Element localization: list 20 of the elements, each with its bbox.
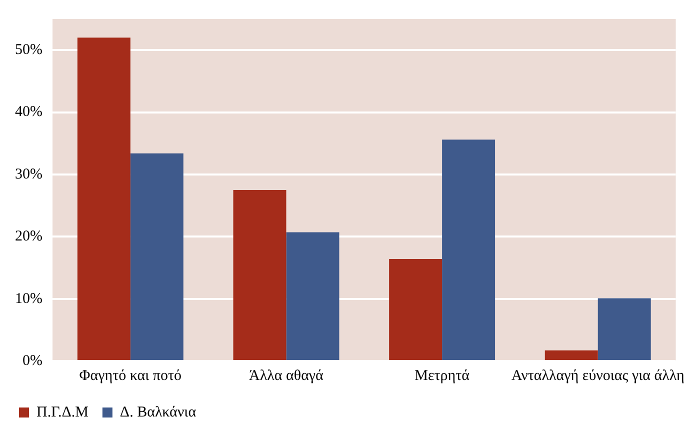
legend-label: Δ. Βαλκάνια	[120, 404, 196, 420]
y-tick-label: 50%	[14, 42, 42, 58]
bar	[544, 350, 598, 360]
y-tick-label: 30%	[14, 166, 42, 182]
x-tick-label: Μετρητά	[414, 368, 470, 384]
bar	[130, 153, 184, 360]
bar	[442, 140, 496, 360]
y-tick-label: 10%	[14, 290, 42, 307]
bar	[598, 298, 651, 360]
x-tick-label: Φαγητό και ποτό	[79, 368, 182, 384]
x-tick-label: Ανταλλαγή εύνοιας για άλλη	[511, 368, 685, 384]
x-tick-label: Άλλα αθαγά	[249, 368, 324, 384]
y-tick-label: 40%	[14, 104, 42, 120]
y-tick-label: 20%	[14, 228, 42, 245]
bar	[389, 259, 442, 360]
bar	[286, 232, 340, 360]
bar	[233, 190, 286, 360]
y-tick-label: 0%	[22, 352, 42, 369]
legend-label: Π.Γ.Δ.Μ	[36, 404, 88, 420]
bar	[77, 38, 130, 360]
